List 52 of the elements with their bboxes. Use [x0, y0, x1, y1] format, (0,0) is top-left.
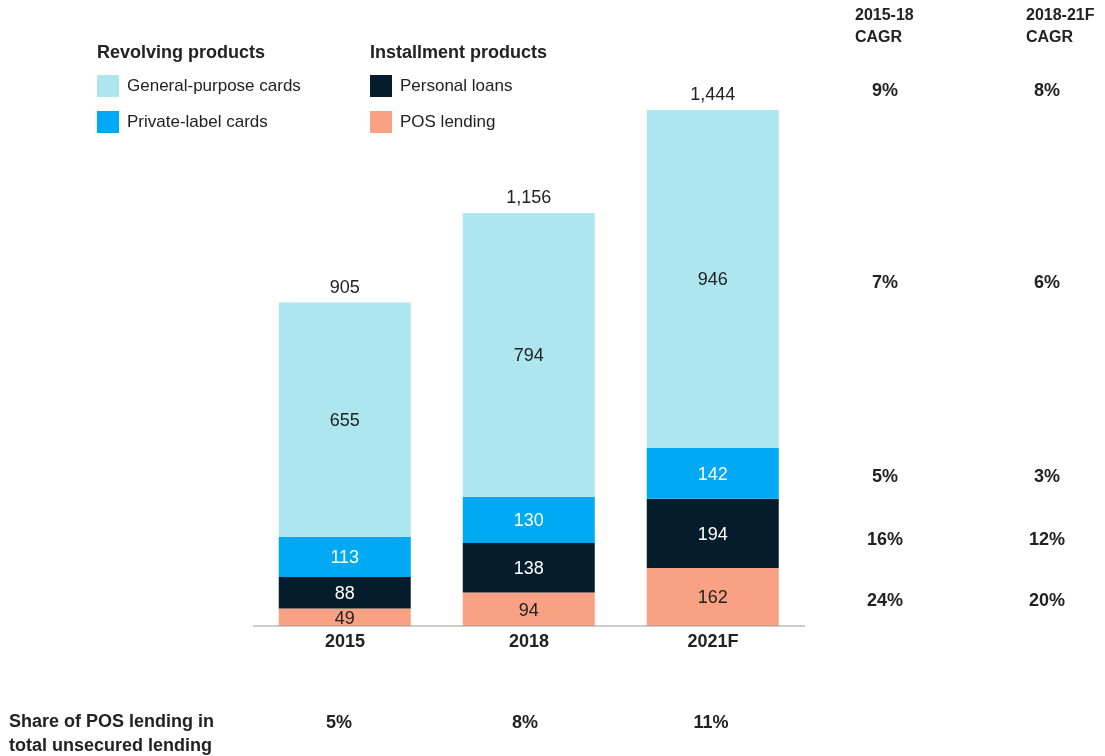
legend-label: Personal loans	[400, 76, 513, 95]
text: Installment products	[370, 42, 548, 62]
data-label: 138	[513, 558, 544, 579]
legend-label: General-purpose cards	[127, 76, 301, 95]
text: 5%	[325, 712, 352, 732]
text: 3%	[1033, 466, 1060, 486]
data-label: 94	[518, 599, 539, 620]
bar	[646, 498, 779, 569]
text: 24%	[866, 590, 904, 610]
data-label: 113	[330, 547, 360, 568]
text: 16%	[866, 529, 904, 549]
legend-label: POS lending	[400, 112, 496, 131]
data-label: 130	[513, 510, 544, 531]
total-label: 1,444	[690, 84, 736, 104]
text: 9%	[871, 80, 898, 100]
bar	[278, 577, 411, 609]
text: 6%	[1033, 272, 1060, 292]
bar	[278, 302, 411, 537]
x-tick-label: 2021F	[687, 630, 739, 651]
text: 7%	[871, 272, 898, 292]
text: Share of POS lending in total unsecured lending	[9, 711, 215, 755]
data-label: 162	[697, 587, 728, 608]
text: 5%	[871, 466, 898, 486]
data-label: 946	[697, 269, 728, 290]
bar	[278, 536, 411, 578]
data-label: 88	[334, 583, 355, 604]
data-label: 49	[334, 607, 355, 628]
text: 2018-21F CAGR	[1026, 6, 1095, 45]
legend-label: Private-label cards	[127, 112, 268, 131]
text: 12%	[1028, 529, 1066, 549]
bar	[462, 496, 595, 544]
text: 20%	[1028, 590, 1066, 610]
text: 8%	[1033, 80, 1060, 100]
text: Revolving products	[97, 42, 266, 62]
bar	[462, 212, 595, 497]
total-label: 905	[329, 276, 360, 297]
x-tick-label: 2015	[324, 630, 366, 651]
bar	[646, 568, 779, 626]
data-label: 194	[697, 523, 728, 544]
bar	[462, 543, 595, 593]
data-label: 142	[697, 463, 728, 484]
bar	[646, 448, 779, 499]
data-label: 794	[513, 345, 544, 366]
data-label: 655	[329, 410, 360, 431]
total-label: 1,156	[506, 186, 552, 207]
bar	[462, 592, 595, 626]
bar	[646, 110, 779, 449]
text: 11%	[693, 712, 729, 732]
text: 2015-18 CAGR	[855, 6, 914, 45]
bar	[278, 608, 411, 626]
x-tick-label: 2018	[508, 630, 550, 651]
text: 8%	[511, 712, 538, 732]
